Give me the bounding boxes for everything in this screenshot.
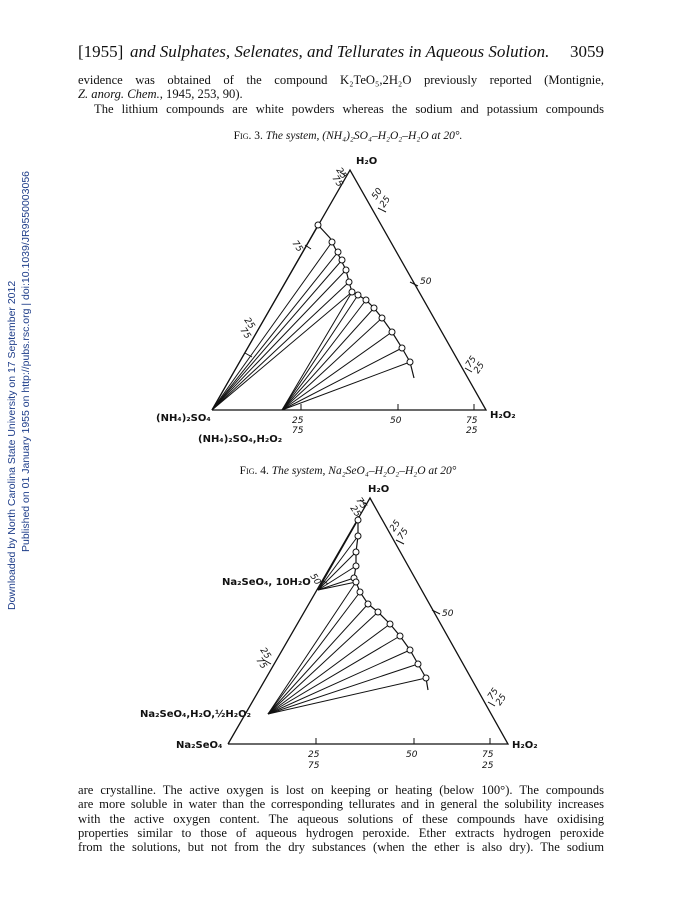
fig4-points bbox=[350, 516, 430, 682]
fig4-label: Fig. 4. bbox=[239, 465, 269, 477]
fig4-left-vertex-label: Na₂SeO₄ bbox=[176, 740, 222, 751]
fig3-label: Fig. 3. bbox=[233, 130, 263, 142]
page-number: 3059 bbox=[570, 42, 604, 61]
text-line: The lithium compounds are white powders … bbox=[94, 101, 604, 116]
fig3-tick-label: 25 bbox=[466, 426, 478, 436]
fig3-tick-label: 75 bbox=[292, 426, 304, 436]
fig3-caption-text: The system, (NH₄)₂SO₄–H₂O₂–H₂O at 20°. bbox=[265, 130, 463, 142]
fig3-tick-label: 50 bbox=[390, 416, 402, 426]
text-line: from the solutions, but not from the dry… bbox=[78, 840, 604, 855]
fig4-ticks bbox=[263, 499, 496, 744]
fig4-tick-label: 25 bbox=[308, 750, 320, 760]
fig4-tick-label: 25 bbox=[482, 761, 494, 771]
fig3-triangle bbox=[211, 168, 488, 411]
fig4-tick-label: 50 bbox=[406, 750, 418, 760]
fig3-right-vertex-label: H₂O₂ bbox=[490, 410, 516, 421]
fig3-tick-label: 25 bbox=[292, 416, 304, 426]
figure-3 bbox=[211, 168, 488, 411]
fig4-tick-label: 75 bbox=[482, 750, 494, 760]
fig3-solid-phase-label: (NH₄)₂SO₄,H₂O₂ bbox=[198, 434, 282, 445]
journal-name: Z. anorg. Chem. bbox=[78, 87, 160, 102]
fig4-tie-lines bbox=[267, 519, 427, 715]
text-line: with the active oxygen content. The aque… bbox=[78, 811, 604, 826]
fig3-labels: H₂O (NH₄)₂SO₄ H₂O₂ (NH₄)₂SO₄,H₂O₂ 25 75 … bbox=[156, 156, 516, 445]
paragraph-bottom: are crystalline. The active oxygen is lo… bbox=[78, 783, 604, 854]
fig4-right-vertex-label: H₂O₂ bbox=[512, 740, 538, 751]
fig3-left-vertex-label: (NH₄)₂SO₄ bbox=[156, 413, 211, 424]
running-header: [1955] and Sulphates, Selenates, and Tel… bbox=[78, 42, 604, 64]
paragraph-top: evidence was obtained of the compound K₂… bbox=[78, 73, 604, 116]
fig3-apex-label: H₂O bbox=[356, 156, 377, 167]
fig4-solid-phase-2-label: Na₂SeO₄,H₂O,½H₂O₂ bbox=[140, 709, 251, 720]
fig3-tie-lines bbox=[211, 224, 411, 411]
fig3-tick-label: 50 bbox=[420, 277, 432, 287]
fig4-labels: H₂O Na₂SeO₄ H₂O₂ Na₂SeO₄, 10H₂O Na₂SeO₄,… bbox=[140, 484, 538, 771]
fig3-points bbox=[314, 221, 414, 366]
figure-4-caption: Fig. 4. The system, Na₂SeO₄–H₂O₂–H₂O at … bbox=[0, 465, 696, 477]
header-year: [1955] bbox=[78, 42, 124, 61]
fig3-tick-label: 75 bbox=[466, 416, 478, 426]
text-line: are more soluble in water than the corre… bbox=[78, 797, 604, 812]
fig4-caption-text: The system, Na₂SeO₄–H₂O₂–H₂O at 20° bbox=[271, 465, 457, 477]
fig4-solid-phase-1-label: Na₂SeO₄, 10H₂O bbox=[222, 577, 311, 588]
fig4-apex-label: H₂O bbox=[368, 484, 389, 495]
fig4-tick-label: 75 bbox=[308, 761, 320, 771]
text-line: evidence was obtained of the compound K₂… bbox=[78, 73, 604, 87]
citation-rest: , 1945, 253, 90). bbox=[159, 87, 243, 102]
figure-4 bbox=[227, 496, 510, 745]
fig4-tick-label: 50 bbox=[442, 609, 454, 619]
fig3-ticks bbox=[244, 171, 475, 410]
header-title: and Sulphates, Selenates, and Tellurates… bbox=[130, 42, 550, 61]
text-line: properties similar to those of aqueous h… bbox=[78, 825, 604, 840]
text-line: are crystalline. The active oxygen is lo… bbox=[78, 783, 604, 797]
text-line: Z. anorg. Chem., 1945, 253, 90). bbox=[78, 87, 604, 101]
figure-3-caption: Fig. 3. The system, (NH₄)₂SO₄–H₂O₂–H₂O a… bbox=[0, 130, 696, 142]
fig4-triangle bbox=[227, 496, 510, 745]
